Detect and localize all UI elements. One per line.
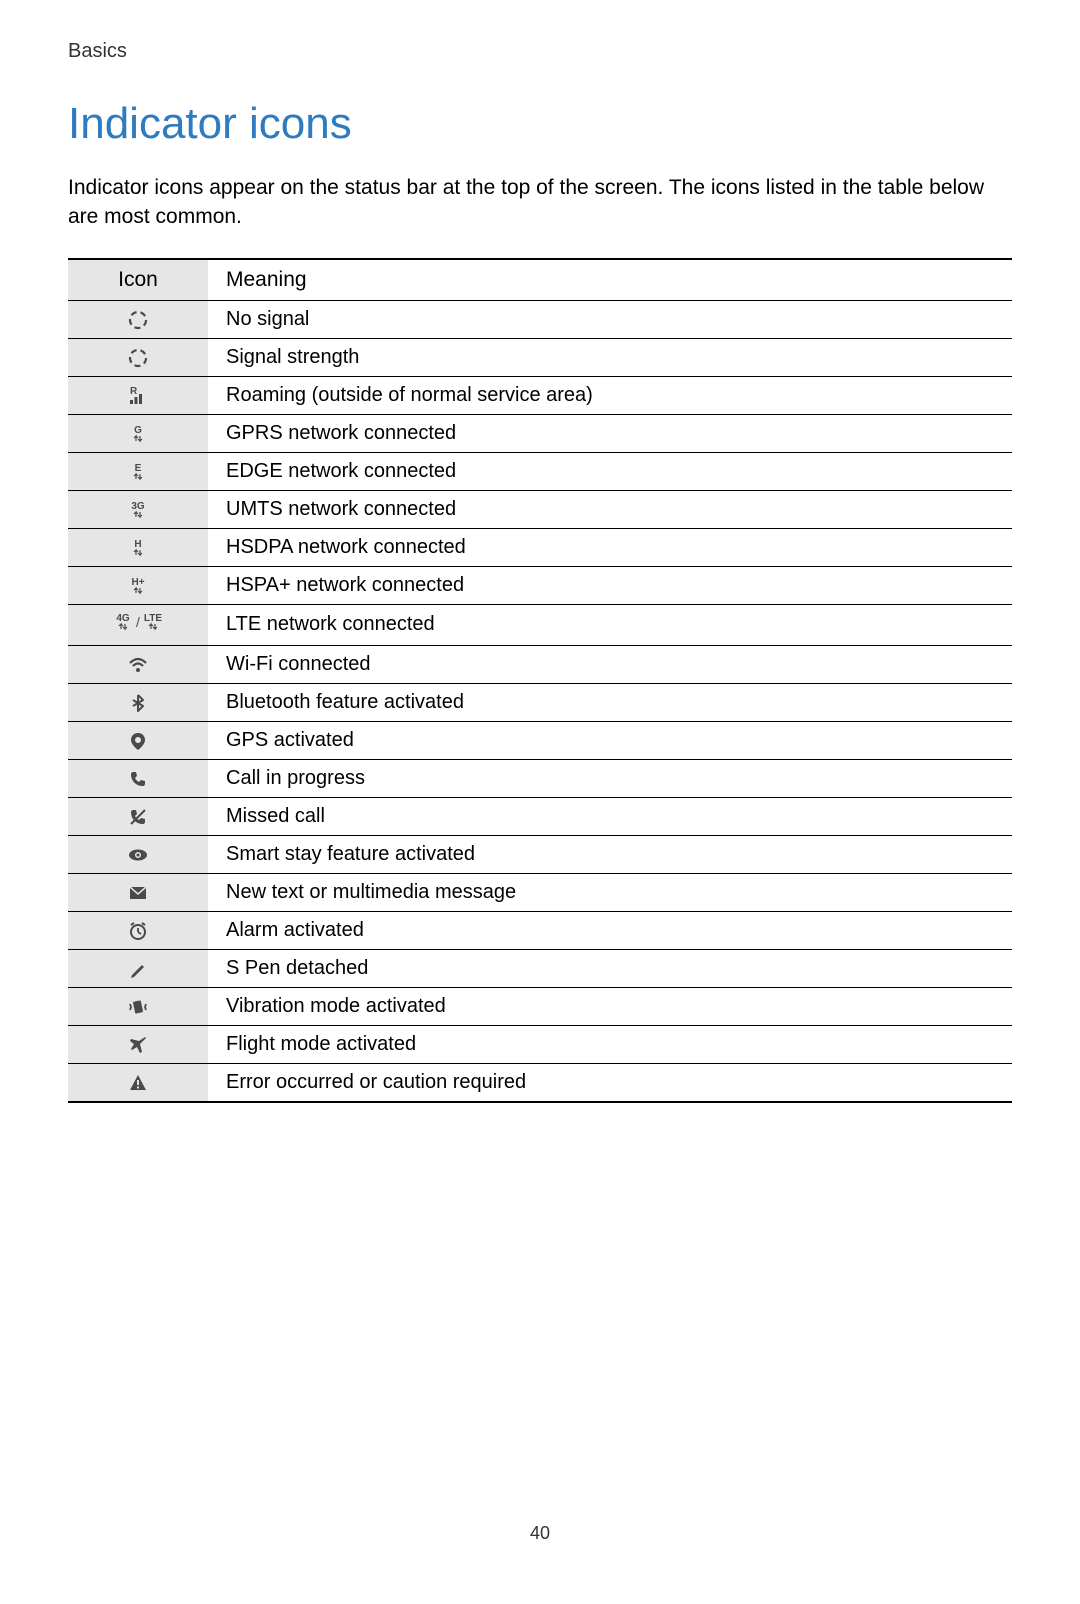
meaning-cell: Bluetooth feature activated — [208, 683, 1012, 721]
no-signal-icon — [68, 300, 208, 338]
meaning-cell: EDGE network connected — [208, 452, 1012, 490]
table-row: Missed call — [68, 797, 1012, 835]
meaning-cell: GPRS network connected — [208, 414, 1012, 452]
wifi-icon — [68, 645, 208, 683]
breadcrumb: Basics — [68, 40, 1012, 63]
meaning-cell: Error occurred or caution required — [208, 1063, 1012, 1102]
header-icon: Icon — [68, 259, 208, 301]
table-row: New text or multimedia message — [68, 873, 1012, 911]
alarm-icon — [68, 911, 208, 949]
table-row: H HSDPA network connected — [68, 528, 1012, 566]
table-row: Signal strength — [68, 338, 1012, 376]
meaning-cell: New text or multimedia message — [208, 873, 1012, 911]
svg-text:E: E — [135, 463, 142, 474]
table-row: 3G UMTS network connected — [68, 490, 1012, 528]
svg-text:LTE: LTE — [144, 613, 162, 624]
table-row: Bluetooth feature activated — [68, 683, 1012, 721]
umts-icon: 3G — [68, 490, 208, 528]
gps-icon — [68, 721, 208, 759]
edge-icon: E — [68, 452, 208, 490]
signal-strength-icon — [68, 338, 208, 376]
meaning-cell: S Pen detached — [208, 949, 1012, 987]
meaning-cell: GPS activated — [208, 721, 1012, 759]
lte-icon: 4G / LTE — [68, 604, 208, 645]
flight-icon — [68, 1025, 208, 1063]
smart-stay-icon — [68, 835, 208, 873]
hspa-plus-icon: H+ — [68, 566, 208, 604]
table-row: Roaming (outside of normal service area) — [68, 376, 1012, 414]
meaning-cell: Wi-Fi connected — [208, 645, 1012, 683]
table-row: Error occurred or caution required — [68, 1063, 1012, 1102]
table-row: Flight mode activated — [68, 1025, 1012, 1063]
meaning-cell: Call in progress — [208, 759, 1012, 797]
page-title: Indicator icons — [68, 99, 1012, 149]
meaning-cell: Missed call — [208, 797, 1012, 835]
table-row: GPS activated — [68, 721, 1012, 759]
meaning-cell: HSDPA network connected — [208, 528, 1012, 566]
missed-call-icon — [68, 797, 208, 835]
meaning-cell: LTE network connected — [208, 604, 1012, 645]
page-number: 40 — [68, 1523, 1012, 1544]
meaning-cell: Flight mode activated — [208, 1025, 1012, 1063]
table-row: Call in progress — [68, 759, 1012, 797]
bluetooth-icon — [68, 683, 208, 721]
svg-text:H+: H+ — [131, 577, 144, 588]
table-row: H+ HSPA+ network connected — [68, 566, 1012, 604]
meaning-cell: UMTS network connected — [208, 490, 1012, 528]
call-icon — [68, 759, 208, 797]
roaming-icon — [68, 376, 208, 414]
intro-text: Indicator icons appear on the status bar… — [68, 173, 1012, 232]
meaning-cell: Vibration mode activated — [208, 987, 1012, 1025]
vibration-icon — [68, 987, 208, 1025]
table-row: Smart stay feature activated — [68, 835, 1012, 873]
table-row: S Pen detached — [68, 949, 1012, 987]
svg-text:3G: 3G — [131, 501, 145, 512]
hsdpa-icon: H — [68, 528, 208, 566]
error-icon — [68, 1063, 208, 1102]
svg-text:G: G — [134, 425, 142, 436]
meaning-cell: Signal strength — [208, 338, 1012, 376]
table-row: E EDGE network connected — [68, 452, 1012, 490]
table-row: Alarm activated — [68, 911, 1012, 949]
table-row: G GPRS network connected — [68, 414, 1012, 452]
indicator-icons-table: Icon Meaning No signalSignal strengthRoa… — [68, 258, 1012, 1103]
meaning-cell: Alarm activated — [208, 911, 1012, 949]
table-row: Wi-Fi connected — [68, 645, 1012, 683]
meaning-cell: Smart stay feature activated — [208, 835, 1012, 873]
message-icon — [68, 873, 208, 911]
svg-text:H: H — [134, 539, 141, 550]
meaning-cell: Roaming (outside of normal service area) — [208, 376, 1012, 414]
meaning-cell: HSPA+ network connected — [208, 566, 1012, 604]
gprs-icon: G — [68, 414, 208, 452]
table-row: 4G / LTE LTE network connected — [68, 604, 1012, 645]
svg-text:4G: 4G — [116, 613, 130, 624]
header-meaning: Meaning — [208, 259, 1012, 301]
table-row: No signal — [68, 300, 1012, 338]
table-row: Vibration mode activated — [68, 987, 1012, 1025]
spen-icon — [68, 949, 208, 987]
meaning-cell: No signal — [208, 300, 1012, 338]
